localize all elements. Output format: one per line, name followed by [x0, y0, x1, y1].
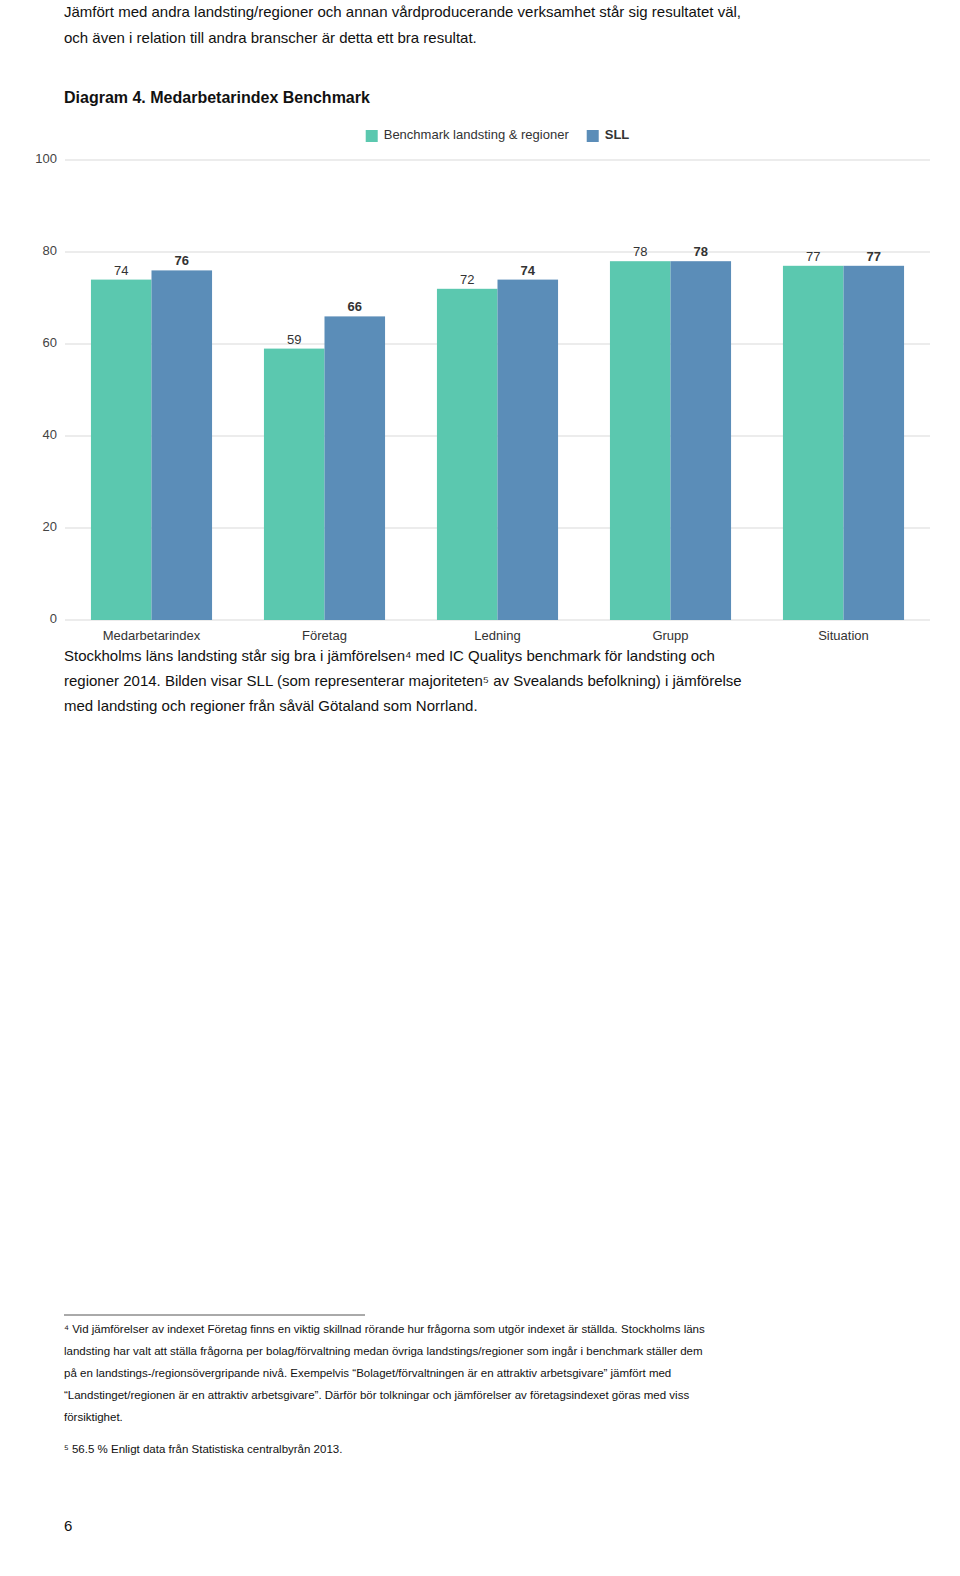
bar [844, 266, 905, 620]
footnote: ⁴ Vid jämförelser av indexet Företag fin… [64, 1323, 705, 1335]
x-tick-label: Grupp [652, 628, 688, 643]
intro-text: och även i relation till andra branscher… [64, 29, 477, 46]
footnote: landsting har valt att ställa frågorna p… [64, 1345, 703, 1357]
data-label: 72 [460, 272, 474, 287]
y-tick-label: 60 [43, 335, 57, 350]
body-text: med landsting och regioner från såväl Gö… [64, 697, 478, 714]
data-label: 78 [694, 244, 708, 259]
data-labels: 74 59 72 78 77 76 66 74 78 77 [114, 244, 881, 346]
x-tick-label: Företag [302, 628, 347, 643]
footnote: ⁵ 56.5 % Enligt data från Statistiska ce… [64, 1443, 342, 1455]
data-label: 77 [806, 249, 820, 264]
chart-title: Diagram 4. Medarbetarindex Benchmark [64, 89, 370, 106]
data-label: 59 [287, 332, 301, 347]
footnote-rule [64, 1315, 365, 1316]
body-text: regioner 2014. Bilden visar SLL (som rep… [64, 672, 742, 689]
y-tick-label: 20 [43, 519, 57, 534]
intro-text: Jämfört med andra landsting/regioner och… [64, 3, 741, 20]
footnote: på en landstings-/regionsövergripande ni… [64, 1367, 671, 1379]
x-tick-label: Situation [818, 628, 869, 643]
bar [264, 349, 325, 620]
bar [152, 270, 213, 620]
data-label: 77 [867, 249, 881, 264]
bars [91, 261, 904, 620]
data-label: 78 [633, 244, 647, 259]
data-label: 76 [175, 253, 189, 268]
legend-label: Benchmark landsting & regioner [384, 127, 570, 142]
x-tick-label: Ledning [474, 628, 520, 643]
page-number: 6 [64, 1517, 72, 1534]
footnote: försiktighet. [64, 1411, 123, 1423]
data-label: 74 [521, 263, 536, 278]
bar [91, 280, 152, 620]
y-tick-label: 40 [43, 427, 57, 442]
grid-line [65, 252, 930, 253]
x-tick-label: Medarbetarindex [103, 628, 201, 643]
legend-swatch [366, 130, 378, 142]
page: Jämfört med andra landsting/regioner och… [0, 0, 960, 1576]
footnote: “Landstinget/regionen är en attraktiv ar… [64, 1389, 689, 1401]
bar [498, 280, 559, 620]
bar [325, 316, 386, 620]
y-tick-label: 100 [35, 151, 57, 166]
legend: Benchmark landsting & regioner SLL [366, 127, 630, 142]
body-text: Stockholms läns landsting står sig bra i… [64, 647, 715, 664]
bar [437, 289, 498, 620]
grid-line [65, 160, 930, 161]
legend-label: SLL [605, 127, 630, 142]
data-label: 66 [348, 299, 362, 314]
bar [783, 266, 844, 620]
bar [610, 261, 671, 620]
y-tick-label: 80 [43, 243, 57, 258]
data-label: 74 [114, 263, 128, 278]
y-tick-label: 0 [50, 611, 57, 626]
chart: 0 20 40 60 80 100 74 59 72 78 77 76 66 74 78 77 Medarbet… [35, 151, 930, 642]
legend-swatch [587, 130, 599, 142]
bar [671, 261, 732, 620]
